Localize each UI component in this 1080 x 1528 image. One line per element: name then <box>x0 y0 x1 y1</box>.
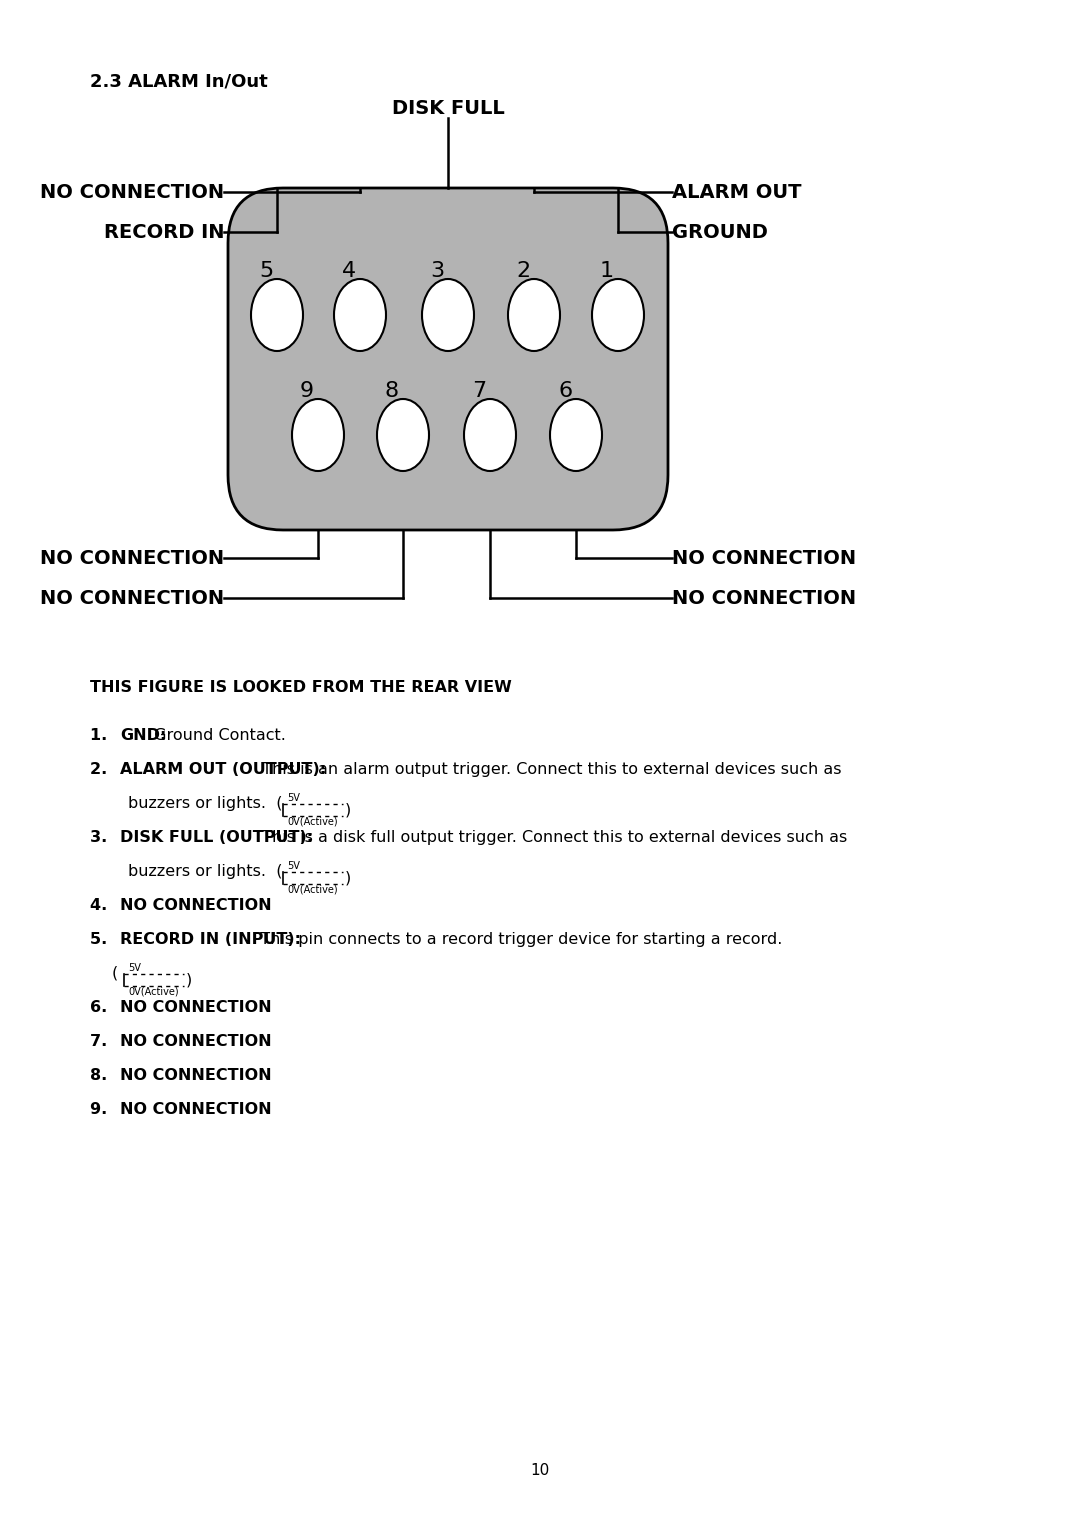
Text: 6: 6 <box>558 380 572 400</box>
Ellipse shape <box>508 280 561 351</box>
Text: buzzers or lights.  (: buzzers or lights. ( <box>129 796 283 810</box>
Ellipse shape <box>334 280 386 351</box>
Text: 0V(Active): 0V(Active) <box>287 885 338 894</box>
Text: 5V: 5V <box>287 860 300 871</box>
Ellipse shape <box>377 399 429 471</box>
Text: 5: 5 <box>259 261 273 281</box>
Text: 4: 4 <box>342 261 356 281</box>
Text: 5.: 5. <box>90 932 119 947</box>
Text: 3.: 3. <box>90 830 119 845</box>
Text: 8.: 8. <box>90 1068 119 1083</box>
Ellipse shape <box>251 280 303 351</box>
Text: 5V: 5V <box>287 793 300 802</box>
Text: 10: 10 <box>530 1462 550 1478</box>
Ellipse shape <box>592 280 644 351</box>
Text: NO CONNECTION: NO CONNECTION <box>40 588 224 608</box>
Text: THIS FIGURE IS LOOKED FROM THE REAR VIEW: THIS FIGURE IS LOOKED FROM THE REAR VIEW <box>90 680 512 695</box>
Text: NO CONNECTION: NO CONNECTION <box>120 1068 272 1083</box>
Text: 1: 1 <box>600 261 615 281</box>
Ellipse shape <box>292 399 345 471</box>
Text: GROUND: GROUND <box>672 223 768 241</box>
Text: ALARM OUT: ALARM OUT <box>672 182 801 202</box>
Text: 2.3 ALARM In/Out: 2.3 ALARM In/Out <box>90 72 268 90</box>
Text: ALARM OUT (OUTPUT):: ALARM OUT (OUTPUT): <box>120 761 326 776</box>
Text: NO CONNECTION: NO CONNECTION <box>120 897 272 912</box>
Ellipse shape <box>464 399 516 471</box>
Text: DISK FULL: DISK FULL <box>392 99 504 118</box>
Text: This is a disk full output trigger. Connect this to external devices such as: This is a disk full output trigger. Conn… <box>257 830 847 845</box>
Text: 3: 3 <box>430 261 444 281</box>
Ellipse shape <box>422 280 474 351</box>
Text: 6.: 6. <box>90 999 119 1015</box>
Text: ): ) <box>186 972 192 987</box>
Text: 7: 7 <box>472 380 486 400</box>
Text: NO CONNECTION: NO CONNECTION <box>672 549 856 567</box>
Text: NO CONNECTION: NO CONNECTION <box>40 549 224 567</box>
Text: Ground Contact.: Ground Contact. <box>149 727 286 743</box>
Text: ): ) <box>345 869 351 885</box>
Text: NO CONNECTION: NO CONNECTION <box>672 588 856 608</box>
Text: GND:: GND: <box>120 727 166 743</box>
Text: NO CONNECTION: NO CONNECTION <box>120 1102 272 1117</box>
Text: (: ( <box>112 966 118 981</box>
FancyBboxPatch shape <box>228 188 669 530</box>
Text: 9: 9 <box>300 380 314 400</box>
Text: ): ) <box>345 802 351 817</box>
Text: 2.: 2. <box>90 761 119 776</box>
Text: NO CONNECTION: NO CONNECTION <box>40 182 224 202</box>
Text: 4.: 4. <box>90 897 119 912</box>
Text: RECORD IN (INPUT):: RECORD IN (INPUT): <box>120 932 301 947</box>
Text: RECORD IN: RECORD IN <box>104 223 224 241</box>
Text: 5V: 5V <box>129 963 140 973</box>
Text: 7.: 7. <box>90 1033 119 1048</box>
Text: DISK FULL (OUTPUT):: DISK FULL (OUTPUT): <box>120 830 313 845</box>
Text: 0V(Active): 0V(Active) <box>287 816 338 827</box>
Text: 9.: 9. <box>90 1102 119 1117</box>
Text: NO CONNECTION: NO CONNECTION <box>120 999 272 1015</box>
Text: 0V(Active): 0V(Active) <box>129 987 178 996</box>
Text: This is an alarm output trigger. Connect this to external devices such as: This is an alarm output trigger. Connect… <box>257 761 841 776</box>
Text: This pin connects to a record trigger device for starting a record.: This pin connects to a record trigger de… <box>249 932 782 947</box>
Text: NO CONNECTION: NO CONNECTION <box>120 1033 272 1048</box>
Text: buzzers or lights.  (: buzzers or lights. ( <box>129 863 283 879</box>
Text: 2: 2 <box>516 261 530 281</box>
Ellipse shape <box>550 399 602 471</box>
Text: 8: 8 <box>384 380 400 400</box>
Text: 1.: 1. <box>90 727 119 743</box>
